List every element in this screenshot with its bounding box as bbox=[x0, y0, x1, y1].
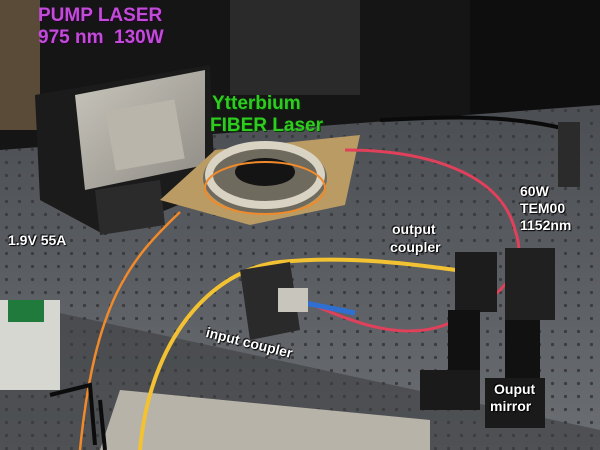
black-cable bbox=[379, 115, 571, 132]
input-coupler-lens bbox=[278, 288, 308, 312]
output-mirror-label-line1: Ouput bbox=[494, 381, 536, 397]
power-label-line2: TEM00 bbox=[520, 200, 566, 216]
fiber-laser-label-line1: Ytterbium bbox=[212, 93, 301, 114]
output-coupler-label-line1: output bbox=[392, 221, 436, 237]
output-mirror-label-line2: mirror bbox=[490, 398, 532, 414]
output-coupler-post bbox=[448, 310, 480, 370]
blue-fiber-connector bbox=[304, 300, 356, 316]
output-mirror-base bbox=[485, 378, 545, 428]
fiber-spool-inner bbox=[235, 158, 295, 186]
output-mirror-mount bbox=[505, 248, 555, 320]
yellow-fiber bbox=[138, 257, 471, 450]
green-component bbox=[8, 300, 44, 322]
pump-laser-base bbox=[95, 180, 165, 235]
output-coupler-base bbox=[420, 370, 480, 410]
hex-keys bbox=[49, 382, 107, 450]
pump-laser-label-line2: 975 nm 130W bbox=[38, 27, 164, 48]
output-coupler-label-line2: coupler bbox=[390, 239, 441, 255]
power-label-line3: 1152nm bbox=[520, 217, 572, 233]
background-cabinet bbox=[470, 0, 600, 120]
output-mirror-post bbox=[505, 320, 540, 380]
fiber-end-bracket bbox=[558, 122, 580, 187]
fiber-laser-label-line2: FIBER Laser bbox=[210, 115, 323, 136]
orange-pump-fiber bbox=[78, 211, 181, 450]
ruler bbox=[100, 390, 430, 450]
fiber-spool-orange bbox=[204, 161, 326, 215]
fiber-spool-ring bbox=[205, 141, 325, 209]
input-coupler-mount bbox=[240, 262, 300, 340]
driver-label: 1.9V 55A bbox=[8, 232, 67, 248]
lab-shelf bbox=[0, 0, 40, 130]
power-label-line1: 60W bbox=[520, 183, 549, 199]
pump-laser-plate bbox=[105, 99, 185, 171]
pump-laser-label-line1: PUMP LASER bbox=[38, 5, 163, 26]
output-coupler-mount bbox=[455, 252, 497, 312]
background-equipment bbox=[230, 0, 360, 95]
